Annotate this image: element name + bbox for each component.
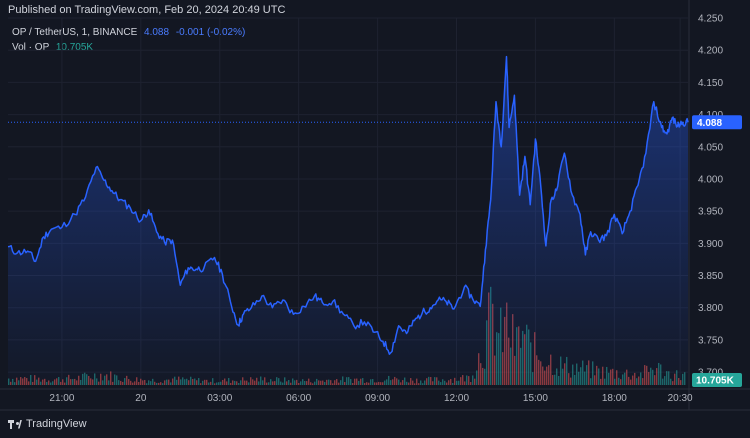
y-tick-label: 4.050: [698, 142, 723, 153]
published-header: Published on TradingView.com, Feb 20, 20…: [8, 4, 286, 16]
x-tick-label: 12:00: [444, 393, 469, 404]
y-tick-label: 4.150: [698, 78, 723, 89]
volume-badge-label: 10.705K: [696, 376, 735, 387]
symbol-name: OP / TetherUS, 1, BINANCE: [12, 27, 138, 38]
last-price-label: 4.088: [697, 118, 722, 129]
x-tick-label: 15:00: [523, 393, 548, 404]
x-tick-label: 21:00: [49, 393, 74, 404]
tradingview-logo-text: TradingView: [26, 418, 87, 430]
x-tick-label: 18:00: [602, 393, 627, 404]
y-tick-label: 3.850: [698, 271, 723, 282]
y-tick-label: 4.200: [698, 46, 723, 57]
legend-change: -0.001 (-0.02%): [175, 27, 246, 38]
time-axis[interactable]: 21:00 20 03:00 06:00 09:00 12:00 15:00 18:00 20:…: [49, 393, 693, 404]
y-tick-label: 3.800: [698, 303, 723, 314]
y-tick-label: 3.750: [698, 335, 723, 346]
volume-legend[interactable]: Vol · OP 10.705K: [12, 42, 93, 53]
y-tick-label: 3.950: [698, 207, 723, 218]
y-tick-label: 3.900: [698, 239, 723, 250]
x-tick-label: 06:00: [286, 393, 311, 404]
volume-value: 10.705K: [55, 42, 94, 53]
x-tick-label: 20: [135, 393, 147, 404]
symbol-legend[interactable]: OP / TetherUS, 1, BINANCE 4.088 -0.001 (…: [12, 27, 245, 38]
volume-badge: [692, 373, 742, 387]
volume-label: Vol · OP: [12, 42, 50, 53]
y-tick-label: 4.250: [698, 14, 723, 25]
x-tick-label: 20:30: [668, 393, 693, 404]
x-tick-label: 03:00: [207, 393, 232, 404]
price-axis[interactable]: 3.7003.7503.8003.8503.9003.9504.0004.050…: [698, 14, 723, 379]
tradingview-logo[interactable]: TradingView: [8, 418, 87, 430]
price-line: [7, 55, 689, 355]
x-tick-label: 09:00: [365, 393, 390, 404]
tradingview-logo-icon: [8, 419, 22, 429]
last-price-badge: [692, 115, 742, 130]
y-tick-label: 4.000: [698, 174, 723, 185]
price-area: [8, 56, 688, 385]
legend-price: 4.088: [144, 27, 170, 38]
axis-price-labels: 4.088 10.705K: [692, 115, 742, 387]
